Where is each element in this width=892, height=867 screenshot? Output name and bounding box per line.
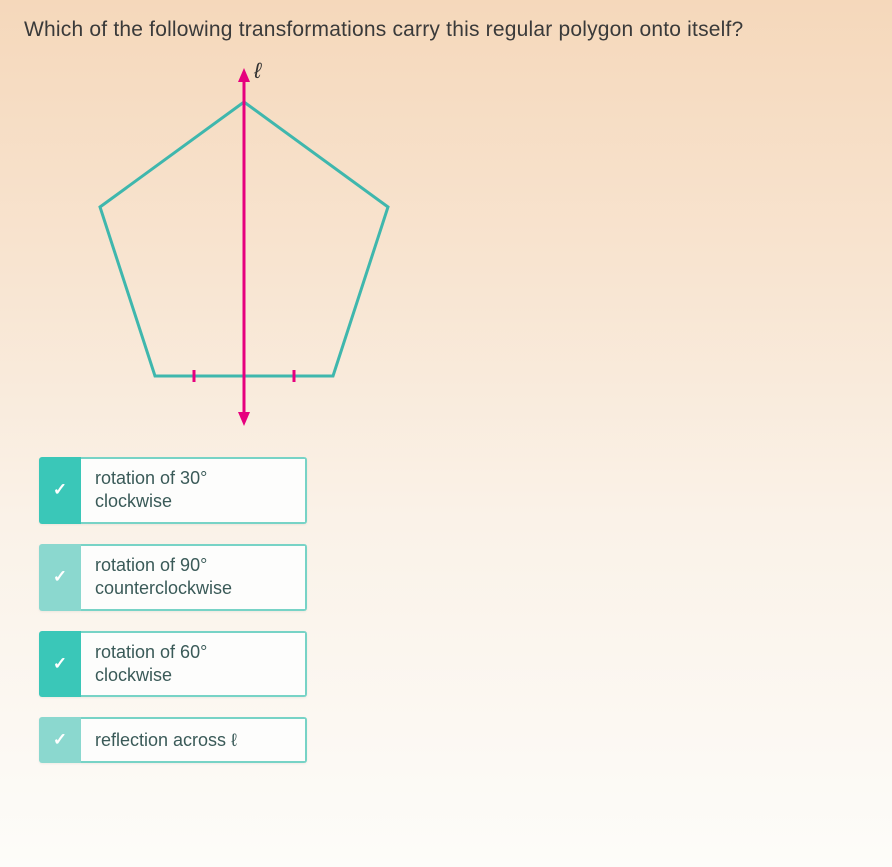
option-line2: counterclockwise (95, 577, 291, 600)
option-line2: clockwise (95, 490, 291, 513)
check-icon: ✓ (53, 730, 67, 750)
option-line1: reflection across ℓ (95, 729, 291, 752)
option-rotation-30[interactable]: ✓ rotation of 30° clockwise (39, 457, 307, 524)
option-rotation-60[interactable]: ✓ rotation of 60° clockwise (39, 631, 307, 698)
check-icon: ✓ (53, 567, 67, 587)
option-body: rotation of 90° counterclockwise (81, 544, 307, 611)
arrowhead-up-icon (238, 68, 250, 82)
option-body: rotation of 60° clockwise (81, 631, 307, 698)
option-line1: rotation of 90° (95, 554, 291, 577)
checkmark-box: ✓ (39, 631, 81, 698)
checkmark-box: ✓ (39, 717, 81, 763)
option-line1: rotation of 60° (95, 641, 291, 664)
axis-label: ℓ (253, 62, 262, 83)
checkmark-box: ✓ (39, 457, 81, 524)
arrowhead-down-icon (238, 412, 250, 426)
question-text: Which of the following transformations c… (24, 18, 868, 42)
option-body: reflection across ℓ (81, 717, 307, 763)
option-line1: rotation of 30° (95, 467, 291, 490)
pentagon-diagram: ℓ (74, 62, 414, 432)
diagram-svg: ℓ (74, 62, 414, 432)
option-rotation-90[interactable]: ✓ rotation of 90° counterclockwise (39, 544, 307, 611)
check-icon: ✓ (53, 480, 67, 500)
option-reflection[interactable]: ✓ reflection across ℓ (39, 717, 307, 763)
option-line2: clockwise (95, 664, 291, 687)
checkmark-box: ✓ (39, 544, 81, 611)
options-list: ✓ rotation of 30° clockwise ✓ rotation o… (39, 457, 868, 763)
check-icon: ✓ (53, 654, 67, 674)
option-body: rotation of 30° clockwise (81, 457, 307, 524)
